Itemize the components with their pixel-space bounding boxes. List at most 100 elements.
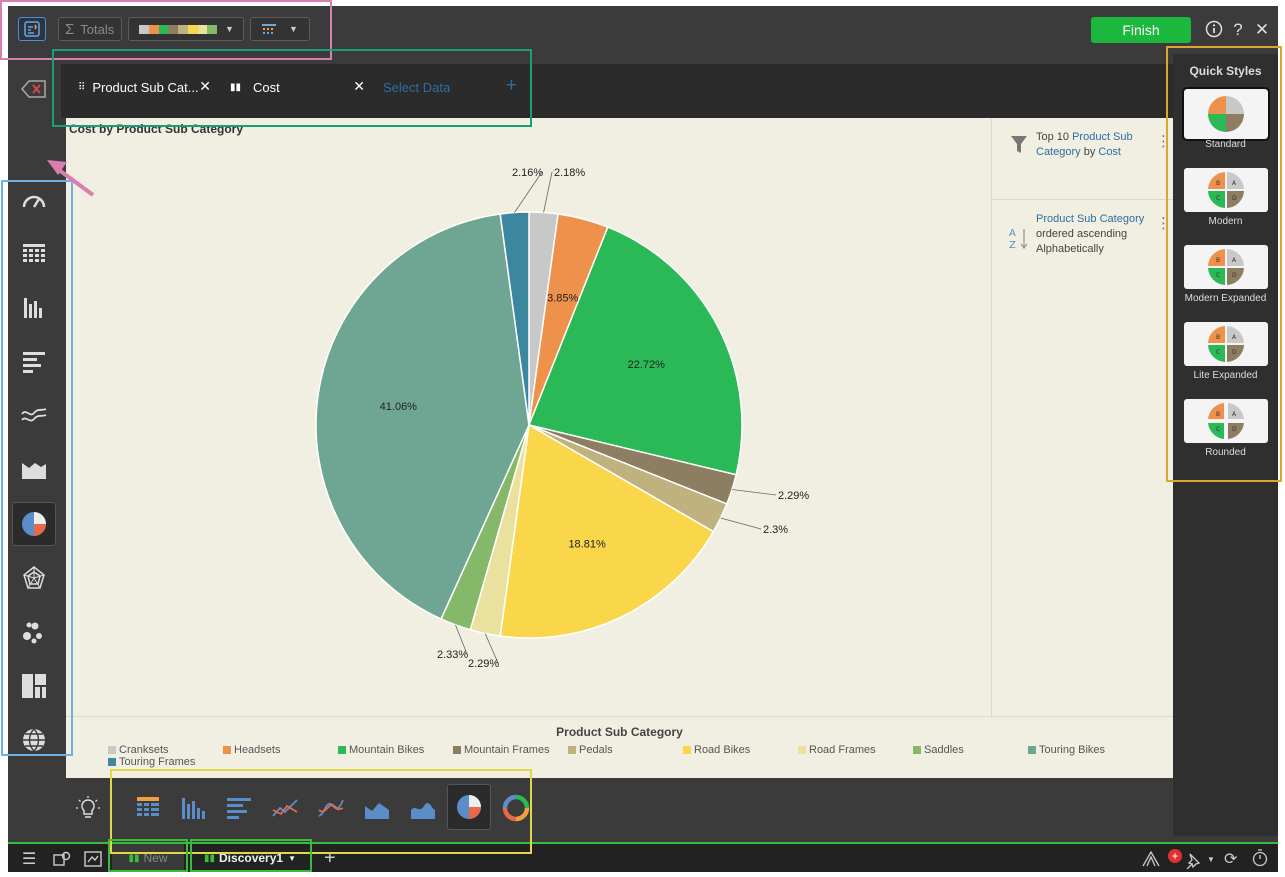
totals-label: Totals: [80, 21, 115, 37]
pie-chart-icon: [22, 512, 46, 536]
legend-swatch: [338, 746, 346, 754]
share-icon[interactable]: [1142, 850, 1160, 870]
legend-swatch: [108, 758, 116, 766]
quick-style-lite-expanded[interactable]: B A C D: [1184, 322, 1268, 366]
legend-item[interactable]: Mountain Frames: [453, 744, 550, 756]
notification-badge-icon[interactable]: +: [1168, 849, 1182, 863]
auto-chart-button[interactable]: [18, 17, 46, 41]
line-chart-button[interactable]: [12, 394, 56, 438]
quick-style-rounded[interactable]: B A C D: [1184, 399, 1268, 443]
dimension-icon: ⠿: [78, 81, 85, 93]
legend-item[interactable]: Road Frames: [798, 744, 876, 756]
totals-button[interactable]: Σ Totals: [58, 17, 122, 41]
tab-discovery1[interactable]: ▮▮ Discovery1 ▼: [192, 844, 308, 872]
legend-item[interactable]: Headsets: [223, 744, 280, 756]
scatter-chart-button[interactable]: [12, 610, 56, 654]
insights-button[interactable]: [67, 788, 109, 828]
legend-label: Road Bikes: [694, 744, 751, 756]
color-palette-dropdown[interactable]: ▼: [128, 17, 244, 41]
pie-slice-touring-frames[interactable]: [499, 211, 530, 426]
sort-more-icon[interactable]: ⋮: [1156, 215, 1171, 232]
bar-chart-icon: [23, 352, 45, 373]
quick-style-modern[interactable]: B A C D: [1184, 168, 1268, 212]
legend-item[interactable]: Cranksets: [108, 744, 169, 756]
svg-text:D: D: [1232, 426, 1237, 433]
dimension-pill[interactable]: ⠿ Product Sub Cat... ✕: [70, 73, 217, 101]
legend-item[interactable]: Mountain Bikes: [338, 744, 424, 756]
legend-swatch: [108, 746, 116, 754]
pin-icon[interactable]: [1184, 853, 1201, 872]
add-tab-icon[interactable]: +: [324, 847, 336, 869]
scatter-chart-icon: [23, 622, 42, 644]
browse-icon[interactable]: [53, 851, 71, 870]
legend-swatch: [683, 746, 691, 754]
quick-style-standard[interactable]: [1182, 87, 1270, 141]
layout-icon: [262, 24, 276, 34]
pie-leader-line: [484, 633, 499, 664]
area-chart-icon: [365, 803, 389, 819]
remove-dimension-icon[interactable]: ✕: [199, 78, 211, 94]
quick-style-label: Rounded: [1205, 447, 1246, 458]
line-variant-button[interactable]: [264, 788, 306, 828]
chevron-down-icon[interactable]: ▼: [288, 853, 296, 863]
refresh-icon[interactable]: ⟳: [1224, 851, 1238, 868]
finish-button[interactable]: Finish: [1091, 17, 1191, 43]
remove-measure-icon[interactable]: ✕: [353, 78, 365, 94]
column-chart-button[interactable]: [12, 286, 56, 330]
legend-label: Road Frames: [809, 744, 876, 756]
pointer-arrow-icon: [47, 160, 95, 197]
legend-label: Headsets: [234, 744, 281, 756]
svg-text:B: B: [1216, 257, 1220, 264]
quick-style-modern-expanded[interactable]: B A C D: [1184, 245, 1268, 289]
table-variant-button[interactable]: [127, 788, 169, 828]
gauge-chart-button[interactable]: [12, 178, 56, 222]
radar-chart-button[interactable]: [12, 556, 56, 600]
present-icon[interactable]: [84, 851, 102, 870]
treemap-chart-button[interactable]: [12, 664, 56, 708]
info-icon[interactable]: [1204, 20, 1224, 40]
close-icon[interactable]: ✕: [1254, 20, 1270, 39]
pie-slice-mountain-bikes[interactable]: [527, 226, 743, 476]
pie-style-icon: B A C D: [1208, 403, 1244, 439]
area-variant-button[interactable]: [356, 788, 398, 828]
select-data-button[interactable]: Select Data +: [375, 73, 523, 101]
chevron-down-icon: ▼: [289, 24, 298, 34]
timer-icon[interactable]: [1252, 849, 1268, 870]
pie-chart-button[interactable]: [12, 502, 56, 546]
pie-data-label: 2.29%: [778, 490, 809, 502]
spline-variant-button[interactable]: [310, 788, 352, 828]
legend-item[interactable]: Saddles: [913, 744, 964, 756]
map-chart-button[interactable]: [12, 718, 56, 762]
chart-tab-icon: ▮▮: [128, 852, 140, 864]
spline-area-variant-button[interactable]: [402, 788, 444, 828]
donut-variant-button[interactable]: [495, 788, 537, 828]
tab-new[interactable]: ▮▮ New: [112, 844, 184, 872]
measure-pill[interactable]: ▮▮ Cost ✕: [222, 73, 371, 101]
svg-text:D: D: [1232, 195, 1237, 202]
clear-data-button[interactable]: [20, 78, 48, 100]
legend-label: Saddles: [924, 744, 964, 756]
pie-slice-touring-bikes[interactable]: [315, 213, 530, 620]
legend-item[interactable]: Pedals: [568, 744, 613, 756]
svg-text:C: C: [1216, 272, 1220, 279]
bar-variant-button[interactable]: [218, 788, 260, 828]
layout-dropdown[interactable]: ▼: [250, 17, 310, 41]
pie-style-icon: B A C D: [1208, 249, 1244, 285]
svg-text:B: B: [1216, 334, 1220, 341]
legend-item[interactable]: Road Bikes: [683, 744, 750, 756]
pie-chart: 2.18%3.85%22.72%2.29%2.3%18.81%2.29%2.33…: [315, 167, 809, 670]
table-chart-button[interactable]: [12, 232, 56, 276]
pie-variant-button[interactable]: [447, 784, 491, 830]
legend-item[interactable]: Touring Frames: [108, 756, 195, 768]
menu-icon[interactable]: ☰: [22, 851, 37, 868]
filter-more-icon[interactable]: ⋮: [1156, 133, 1171, 150]
area-chart-button[interactable]: [12, 448, 56, 492]
legend-item[interactable]: Touring Bikes: [1028, 744, 1105, 756]
chevron-down-icon[interactable]: ▼: [1207, 855, 1215, 864]
bar-chart-button[interactable]: [12, 340, 56, 384]
pie-slice-road-bikes[interactable]: [499, 423, 715, 639]
column-variant-button[interactable]: [172, 788, 214, 828]
quick-style-label: Lite Expanded: [1193, 370, 1258, 381]
help-icon[interactable]: ?: [1233, 20, 1243, 39]
